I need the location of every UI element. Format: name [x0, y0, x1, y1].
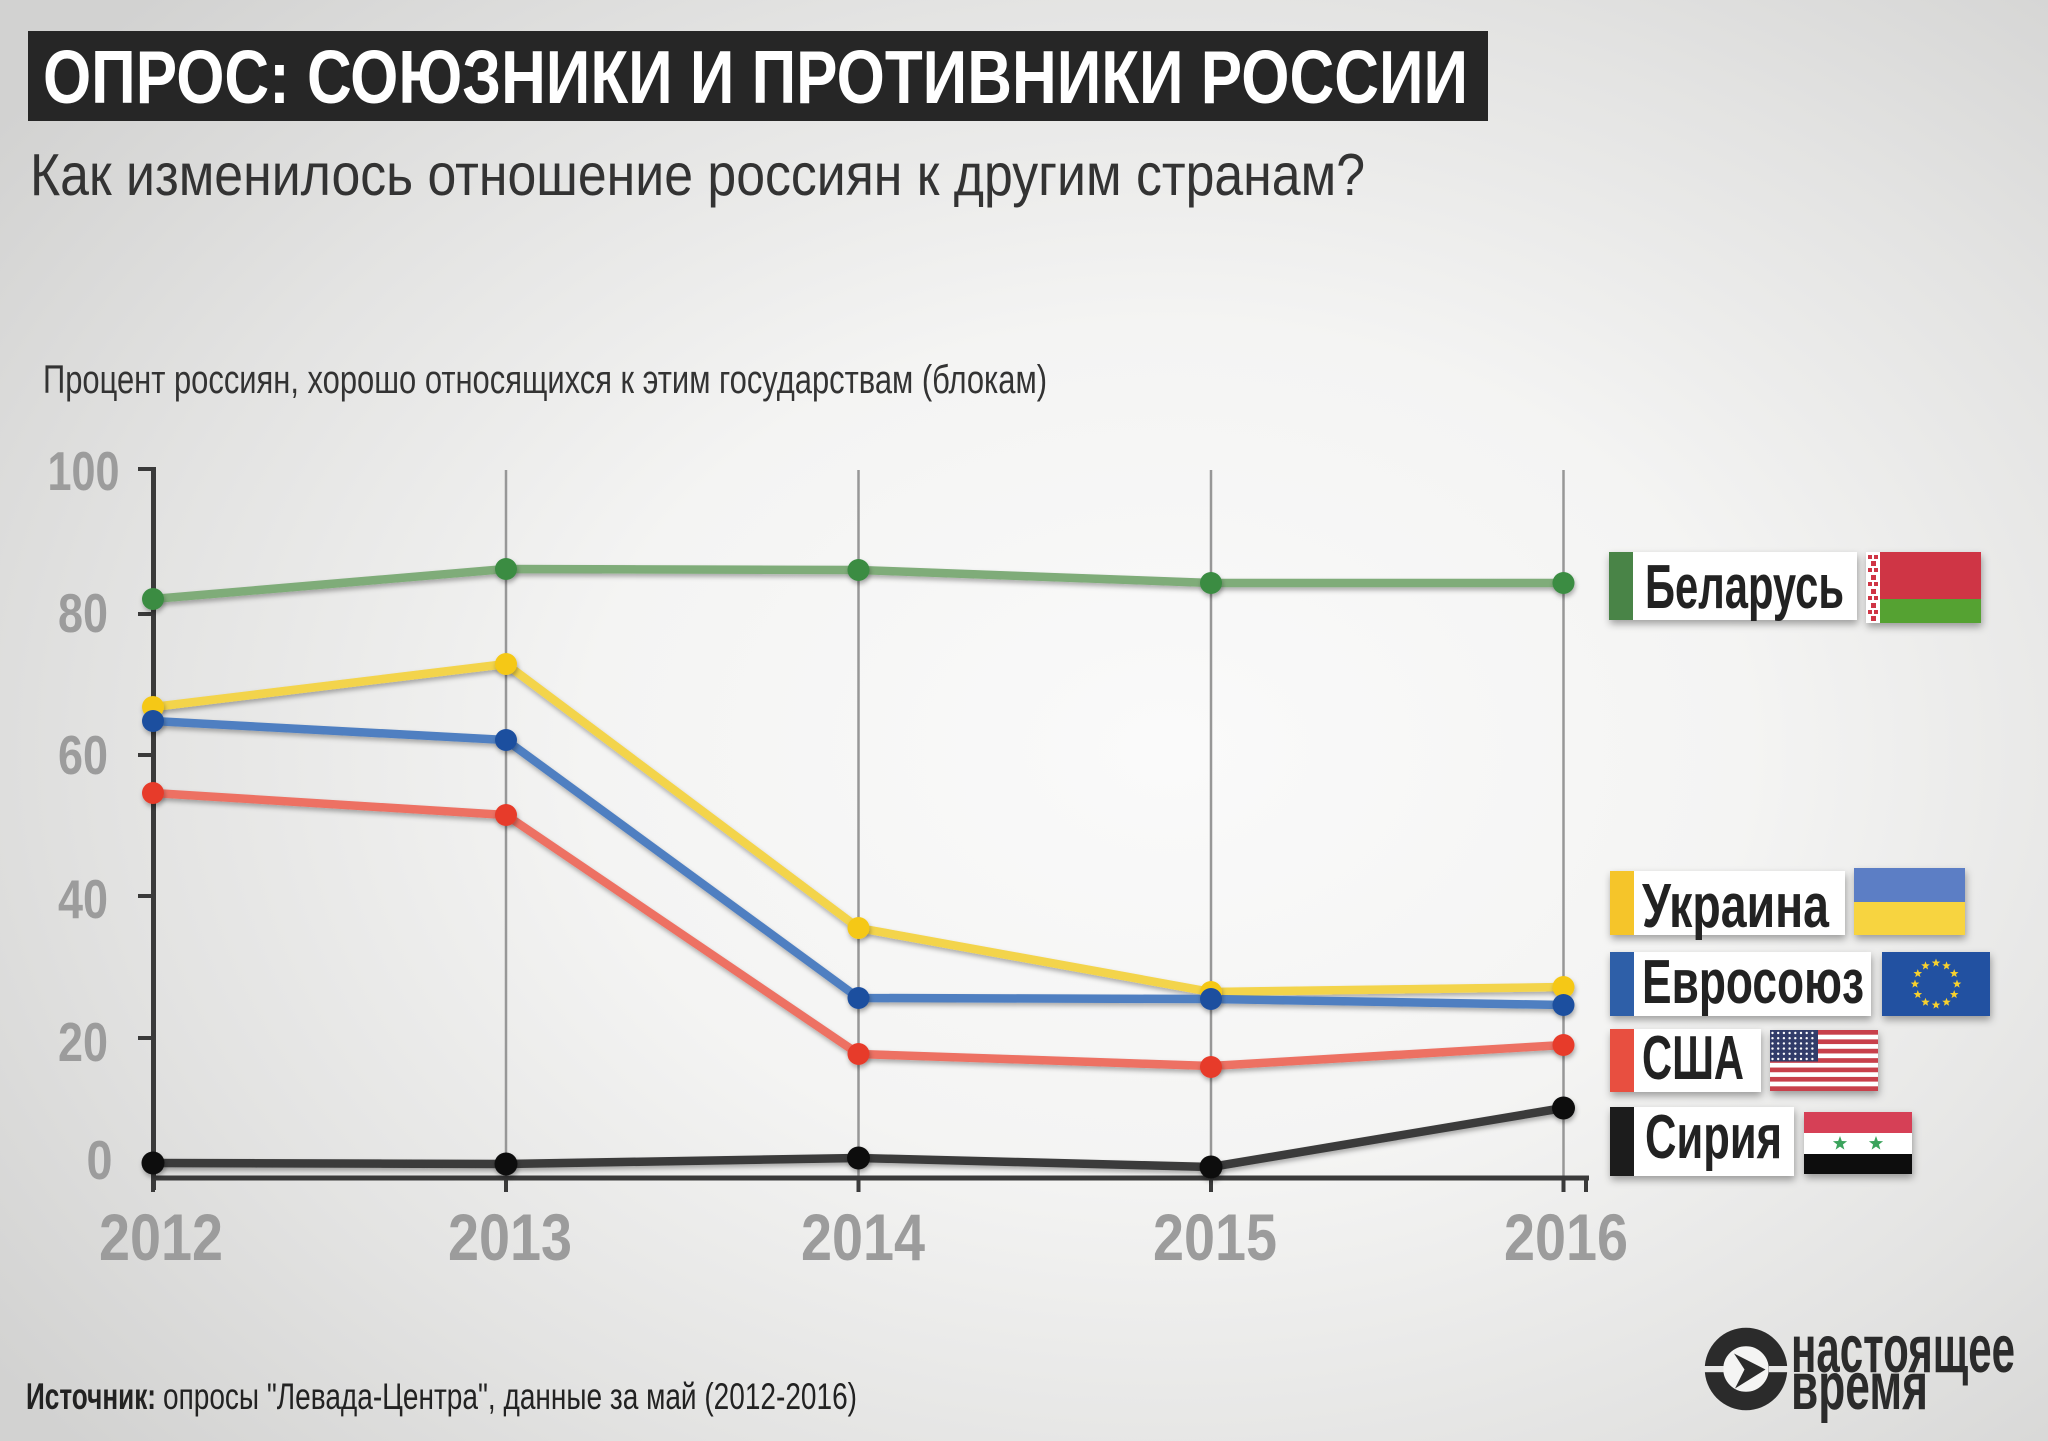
- svg-text:80: 80: [58, 582, 108, 644]
- svg-text:опросы "Левада-Центра", данные: опросы "Левада-Центра", данные за май (2…: [163, 1376, 857, 1417]
- svg-text:60: 60: [58, 724, 108, 786]
- svg-text:2016: 2016: [1504, 1200, 1628, 1274]
- svg-text:Процент россиян, хорошо относя: Процент россиян, хорошо относящихся к эт…: [43, 358, 1047, 402]
- svg-text:Как изменилось отношение росси: Как изменилось отношение россиян к други…: [30, 142, 1365, 208]
- svg-text:2012: 2012: [99, 1200, 223, 1274]
- svg-text:время: время: [1791, 1349, 1928, 1424]
- svg-text:США: США: [1642, 1024, 1744, 1093]
- svg-text:Сирия: Сирия: [1645, 1103, 1782, 1172]
- svg-text:Украина: Украина: [1642, 872, 1829, 941]
- svg-text:2013: 2013: [448, 1200, 572, 1274]
- svg-text:100: 100: [48, 440, 120, 502]
- svg-text:40: 40: [58, 868, 108, 930]
- svg-text:Беларусь: Беларусь: [1645, 553, 1844, 622]
- svg-text:ОПРОС: СОЮЗНИКИ И ПРОТИВНИКИ Р: ОПРОС: СОЮЗНИКИ И ПРОТИВНИКИ РОССИИ: [43, 35, 1468, 119]
- svg-text:2014: 2014: [801, 1200, 925, 1274]
- svg-text:настоящее: настоящее: [1791, 1312, 2015, 1387]
- svg-text:0: 0: [87, 1129, 113, 1191]
- svg-text:2015: 2015: [1153, 1200, 1277, 1274]
- svg-text:Источник:: Источник:: [26, 1376, 156, 1417]
- svg-text:20: 20: [58, 1011, 108, 1073]
- svg-text:Евросоюз: Евросоюз: [1642, 948, 1864, 1017]
